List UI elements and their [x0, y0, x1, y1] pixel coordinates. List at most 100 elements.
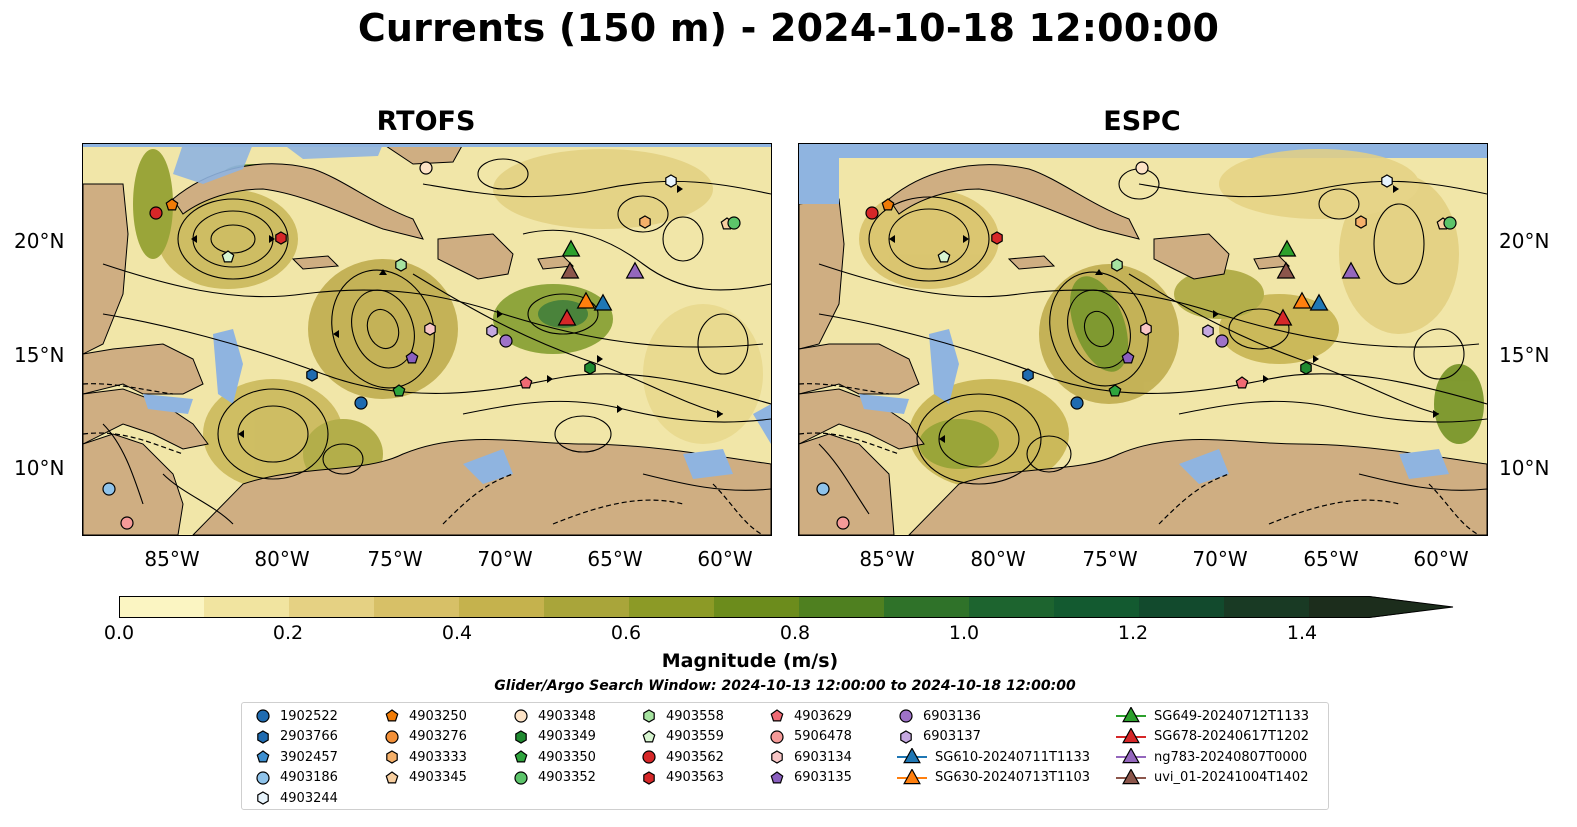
- panel-title-rtofs: RTOFS: [376, 106, 476, 137]
- map-marker[interactable]: [395, 258, 407, 272]
- legend-label: 4903348: [538, 708, 596, 724]
- map-marker[interactable]: [149, 206, 163, 220]
- map-marker[interactable]: [1277, 239, 1297, 257]
- map-marker[interactable]: [1111, 258, 1123, 272]
- legend-label: 4903186: [280, 770, 338, 785]
- colorbar-swatch: [374, 596, 460, 618]
- map-marker[interactable]: [727, 216, 741, 230]
- circle-marker-icon: [514, 770, 528, 785]
- map-marker[interactable]: [486, 324, 498, 338]
- map-marker[interactable]: [816, 482, 830, 496]
- map-marker[interactable]: [165, 198, 179, 211]
- map-marker[interactable]: [405, 351, 419, 364]
- circle-marker-icon: [727, 216, 741, 230]
- espc-current-map[interactable]: [798, 143, 1488, 536]
- map-marker[interactable]: [576, 291, 596, 309]
- map-marker[interactable]: [1341, 261, 1361, 279]
- triangle-marker-icon: [1116, 768, 1146, 784]
- map-marker[interactable]: [865, 206, 879, 220]
- map-marker[interactable]: [392, 384, 406, 397]
- legend-item: 6903135: [768, 768, 852, 788]
- map-marker[interactable]: [424, 322, 436, 336]
- map-marker[interactable]: [881, 198, 895, 211]
- map-marker[interactable]: [593, 293, 613, 311]
- map-marker[interactable]: [1140, 322, 1152, 336]
- map-marker[interactable]: [1292, 291, 1312, 309]
- pentagon-marker-icon: [881, 198, 895, 211]
- circle-marker-icon: [120, 516, 134, 530]
- map-marker[interactable]: [1135, 161, 1149, 175]
- map-marker[interactable]: [221, 250, 235, 263]
- triangle-marker-icon: [560, 261, 580, 279]
- map-marker[interactable]: [419, 161, 433, 175]
- map-marker[interactable]: [1121, 351, 1135, 364]
- legend-item: 4903276: [383, 727, 467, 747]
- map-marker[interactable]: [1300, 361, 1312, 375]
- hexagon-marker-icon: [1381, 174, 1393, 188]
- triangle-marker-icon: [1309, 293, 1329, 311]
- hexagon-marker-icon: [1355, 215, 1367, 229]
- circle-marker-icon: [865, 206, 879, 220]
- map-marker[interactable]: [1355, 215, 1367, 229]
- map-marker[interactable]: [1276, 261, 1296, 279]
- lon-label-left-70w: 70°W: [477, 547, 533, 571]
- legend-item: 4903352: [512, 768, 596, 788]
- map-marker[interactable]: [639, 215, 651, 229]
- map-marker[interactable]: [937, 250, 951, 263]
- legend-item: 4903562: [640, 747, 724, 767]
- map-marker[interactable]: [836, 516, 850, 530]
- map-marker[interactable]: [1215, 334, 1229, 348]
- map-marker[interactable]: [665, 174, 677, 188]
- map-marker[interactable]: [560, 261, 580, 279]
- legend-label: 6903137: [923, 729, 981, 744]
- pentagon-marker-icon: [256, 750, 270, 763]
- legend-label: 6903135: [794, 770, 852, 785]
- map-marker[interactable]: [557, 308, 577, 326]
- hexagon-marker-icon: [1202, 324, 1214, 338]
- streamline-arrows: [191, 185, 723, 438]
- cbar-tick-0: 0.0: [103, 622, 135, 644]
- map-marker[interactable]: [275, 231, 287, 245]
- map-marker[interactable]: [1070, 396, 1084, 410]
- legend-label: 4903333: [409, 749, 467, 765]
- colorbar-swatch: [119, 596, 205, 618]
- map-marker[interactable]: [1202, 324, 1214, 338]
- colorbar-swatch: [1139, 596, 1225, 618]
- pentagon-marker-icon: [385, 709, 399, 722]
- legend-item: ng783-20240807T0000: [1116, 747, 1307, 767]
- map-marker[interactable]: [102, 482, 116, 496]
- legend-item: 4903629: [768, 706, 852, 726]
- map-marker[interactable]: [1309, 293, 1329, 311]
- hexagon-marker-icon: [515, 729, 527, 744]
- map-marker[interactable]: [120, 516, 134, 530]
- legend-item: SG678-20240617T1202: [1116, 727, 1309, 747]
- map-marker[interactable]: [1235, 376, 1249, 389]
- legend: 1902522 2903766 3902457 4903186 4903244 49032…: [241, 702, 1329, 810]
- map-marker[interactable]: [1381, 174, 1393, 188]
- rtofs-current-map[interactable]: [82, 143, 772, 536]
- pentagon-marker-icon: [937, 250, 951, 263]
- circle-marker-icon: [770, 729, 784, 744]
- legend-label: 6903136: [923, 708, 981, 724]
- hexagon-marker-icon: [306, 368, 318, 382]
- cbar-tick-6: 1.2: [1117, 622, 1149, 644]
- map-marker[interactable]: [991, 231, 1003, 245]
- map-marker[interactable]: [499, 334, 513, 348]
- map-marker[interactable]: [1273, 308, 1293, 326]
- map-marker[interactable]: [1108, 384, 1122, 397]
- lon-label-left-80w: 80°W: [254, 547, 310, 571]
- streamlines: [102, 158, 771, 525]
- map-marker[interactable]: [519, 376, 533, 389]
- map-marker[interactable]: [354, 396, 368, 410]
- map-marker[interactable]: [561, 239, 581, 257]
- legend-item: 4903350: [512, 747, 596, 767]
- legend-item: 6903134: [768, 747, 852, 767]
- hexagon-marker-icon: [1300, 361, 1312, 375]
- map-marker[interactable]: [306, 368, 318, 382]
- map-marker[interactable]: [584, 361, 596, 375]
- colorbar-swatch: [204, 596, 290, 618]
- map-marker[interactable]: [1443, 216, 1457, 230]
- triangle-marker-icon: [1116, 748, 1146, 764]
- map-marker[interactable]: [625, 261, 645, 279]
- map-marker[interactable]: [1022, 368, 1034, 382]
